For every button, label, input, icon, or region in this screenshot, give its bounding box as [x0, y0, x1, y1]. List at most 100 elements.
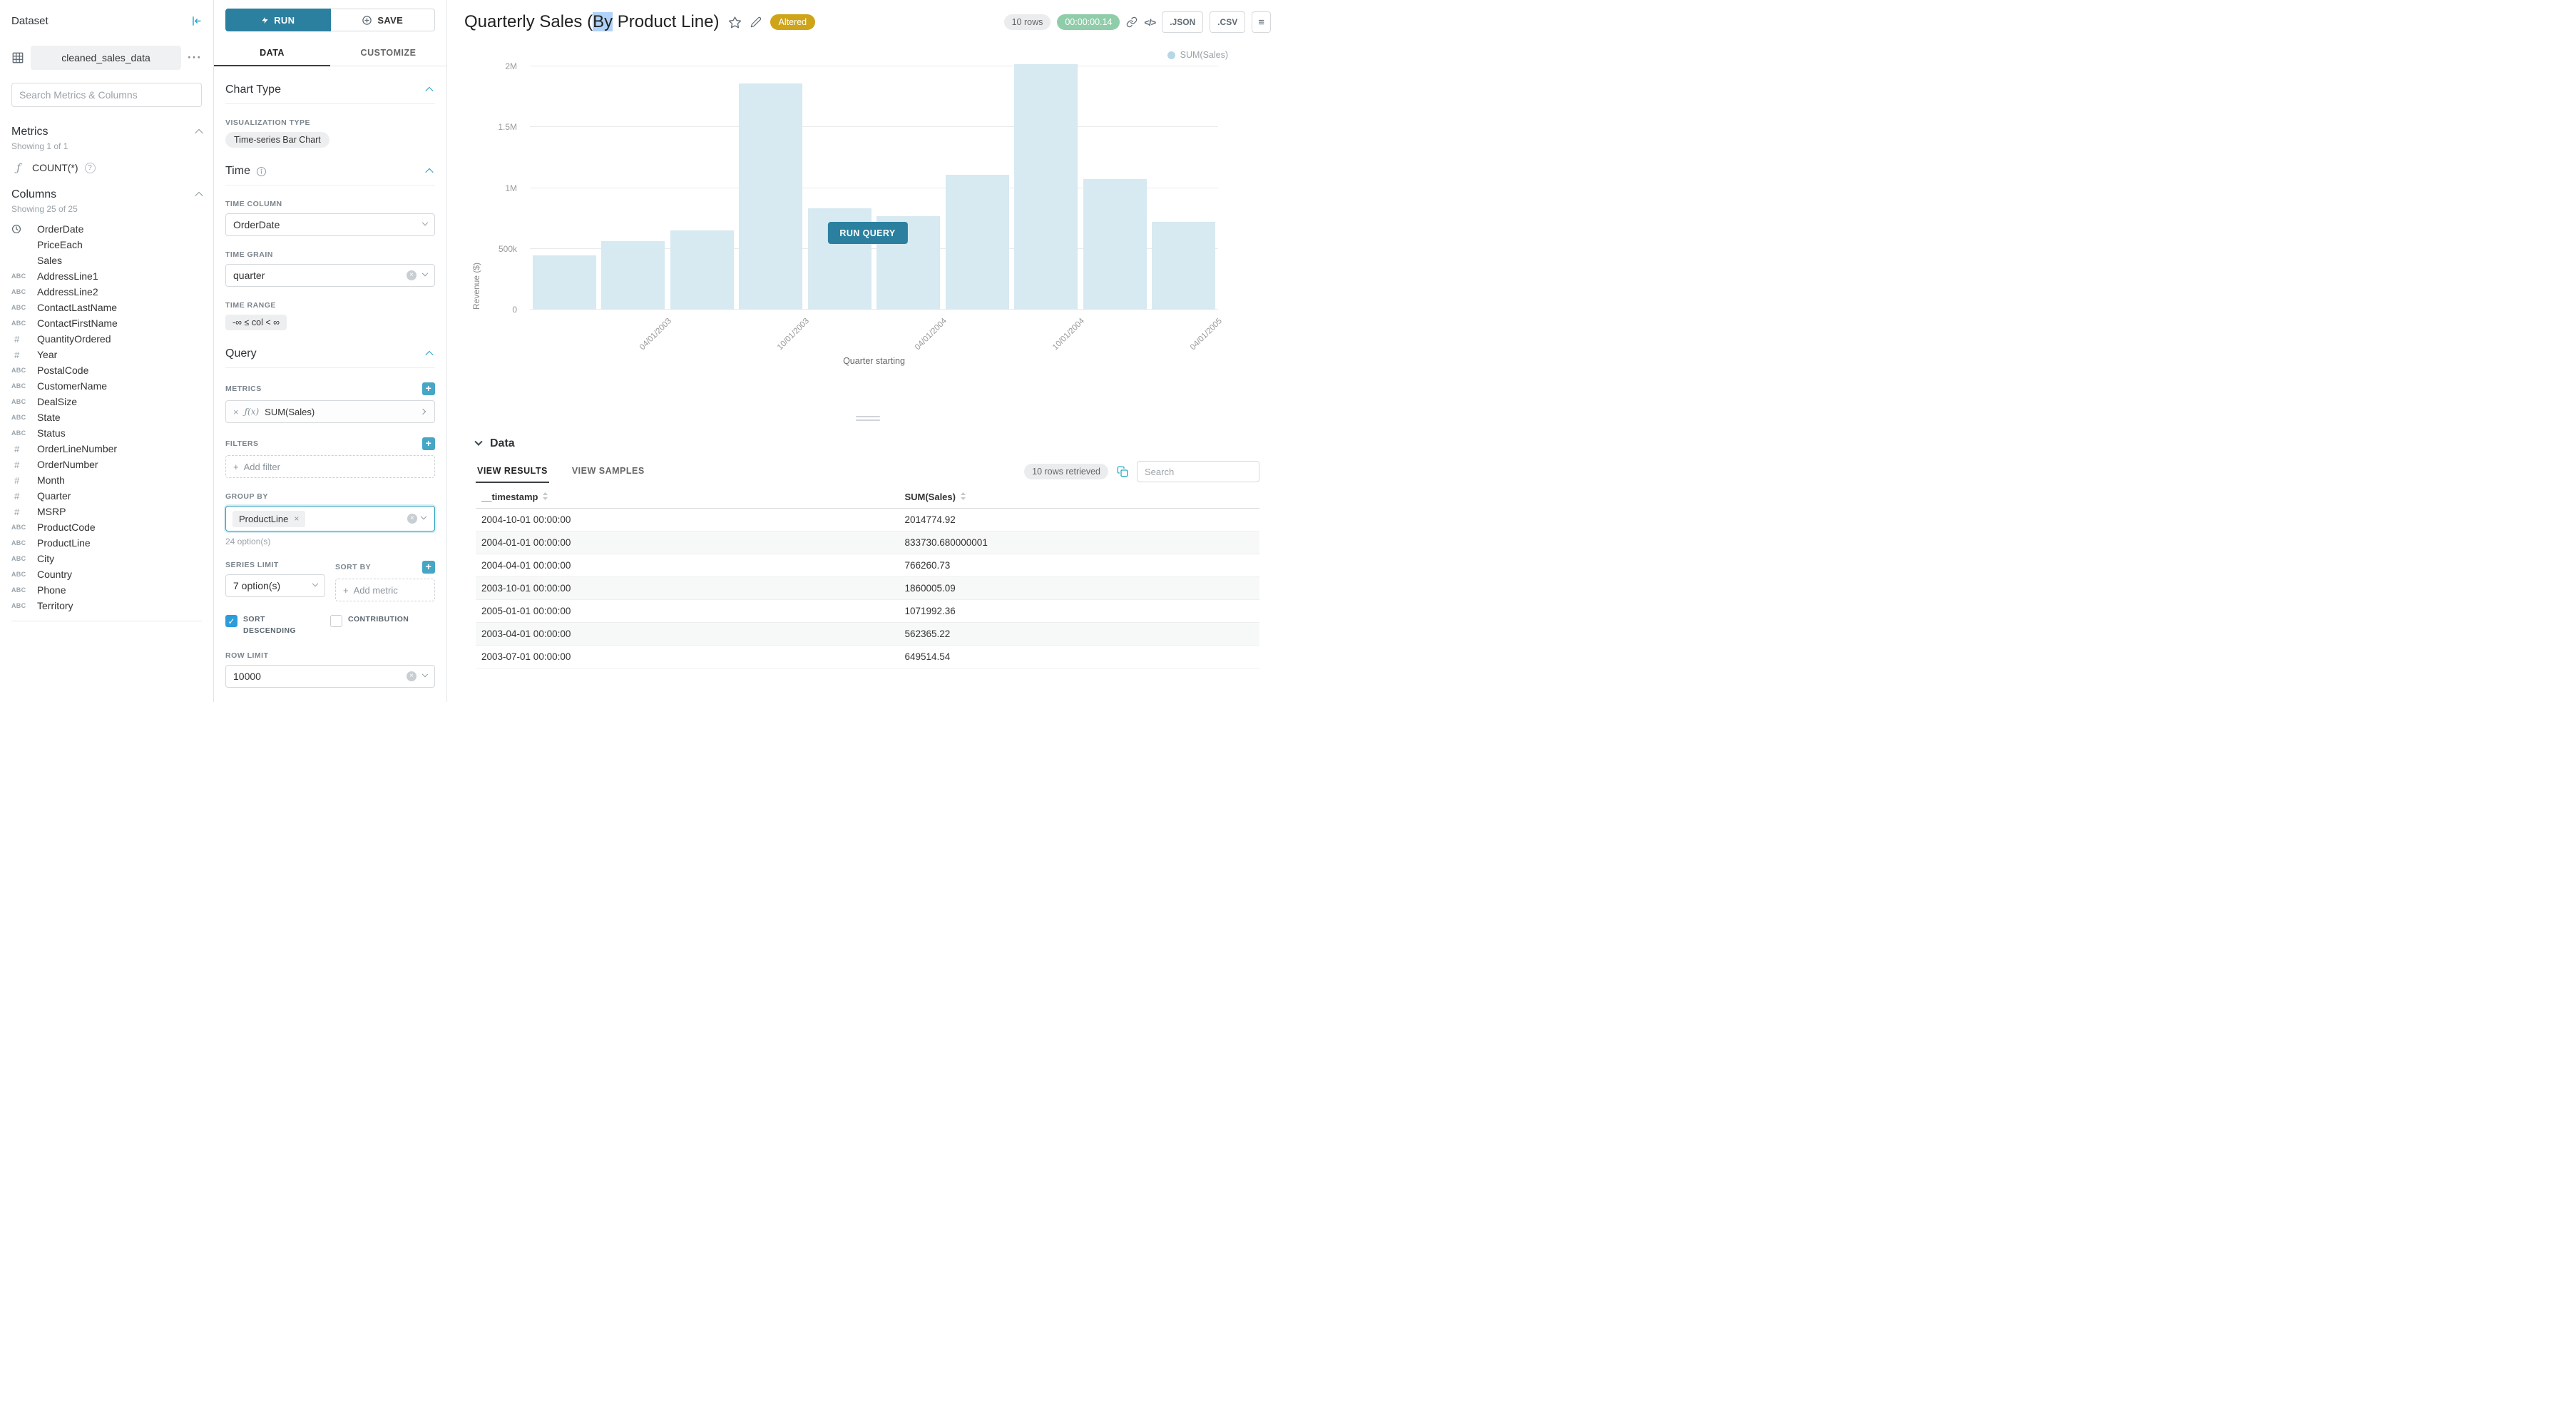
- tab-view-results[interactable]: VIEW RESULTS: [476, 460, 549, 483]
- column-item[interactable]: ABC ContactFirstName: [11, 315, 202, 331]
- chart-title[interactable]: Quarterly Sales (By Product Line): [464, 12, 720, 31]
- sort-descending-checkbox[interactable]: ✓ SORT DESCENDING: [225, 614, 330, 637]
- sort-by-add-metric[interactable]: + Add metric: [335, 579, 435, 601]
- time-section-header[interactable]: Time: [225, 165, 435, 185]
- columns-section-header[interactable]: Columns: [11, 188, 203, 201]
- columns-list: OrderDate PriceEach Sales ABC AddressLine1 AB…: [11, 221, 202, 621]
- tab-customize[interactable]: CUSTOMIZE: [360, 48, 416, 58]
- column-item[interactable]: PriceEach: [11, 237, 202, 253]
- altered-badge[interactable]: Altered: [770, 14, 816, 30]
- checkbox-unchecked-icon: [330, 615, 342, 627]
- row-count-badge: 10 rows: [1003, 14, 1051, 30]
- dataset-more-icon[interactable]: ···: [188, 51, 202, 64]
- time-section-title: Time: [225, 165, 250, 177]
- column-label: ProductCode: [37, 522, 96, 533]
- help-icon[interactable]: ?: [84, 162, 96, 173]
- metrics-columns-search-input[interactable]: [11, 83, 202, 107]
- column-item[interactable]: ABC CustomerName: [11, 378, 202, 394]
- contribution-checkbox[interactable]: CONTRIBUTION: [330, 614, 435, 637]
- plus-icon: +: [233, 461, 239, 472]
- column-label: PriceEach: [37, 239, 83, 250]
- column-label: ContactLastName: [37, 302, 118, 313]
- copy-icon[interactable]: [1117, 461, 1128, 482]
- add-metric-label: Add metric: [353, 584, 398, 596]
- row-limit-select[interactable]: 10000 ×: [225, 664, 435, 688]
- column-header-sum-sales[interactable]: SUM(Sales): [899, 486, 1259, 509]
- column-item[interactable]: # QuantityOrdered: [11, 331, 202, 347]
- share-link-icon[interactable]: [1126, 11, 1138, 33]
- tab-data[interactable]: DATA: [214, 41, 330, 66]
- series-limit-select[interactable]: 7 option(s): [225, 574, 325, 597]
- bar: [532, 255, 596, 310]
- columns-section-title: Columns: [11, 188, 57, 200]
- group-by-tag[interactable]: ProductLine ×: [232, 510, 306, 527]
- column-item[interactable]: ABC ContactLastName: [11, 300, 202, 315]
- column-item[interactable]: # OrderNumber: [11, 457, 202, 472]
- column-item[interactable]: ABC Status: [11, 425, 202, 441]
- add-metric-plus-button[interactable]: +: [422, 382, 435, 395]
- text-type-icon: ABC: [11, 571, 26, 578]
- column-item[interactable]: ABC City: [11, 551, 202, 566]
- column-item[interactable]: # MSRP: [11, 504, 202, 519]
- column-item[interactable]: OrderDate: [11, 221, 202, 237]
- column-item[interactable]: # Quarter: [11, 488, 202, 504]
- save-button[interactable]: SAVE: [330, 9, 435, 31]
- column-item[interactable]: # OrderLineNumber: [11, 441, 202, 457]
- clear-icon[interactable]: ×: [407, 270, 416, 280]
- time-grain-select[interactable]: quarter ×: [225, 264, 435, 287]
- text-type-icon: ABC: [11, 382, 26, 390]
- results-search-input[interactable]: [1137, 461, 1259, 482]
- plus-circle-icon: [362, 15, 372, 25]
- export-json-button[interactable]: .JSON: [1162, 11, 1204, 33]
- column-item[interactable]: ABC AddressLine2: [11, 284, 202, 300]
- run-query-button[interactable]: RUN QUERY: [827, 222, 908, 244]
- column-item[interactable]: ABC ProductCode: [11, 519, 202, 535]
- metric-item[interactable]: ƒ COUNT(*) ?: [11, 158, 202, 177]
- column-item[interactable]: ABC Country: [11, 566, 202, 582]
- clear-icon[interactable]: ×: [407, 514, 417, 524]
- data-panel-header[interactable]: Data: [474, 426, 1259, 460]
- metrics-section-header[interactable]: Metrics: [11, 126, 203, 138]
- resize-handle[interactable]: [852, 414, 884, 423]
- selected-text: By: [593, 12, 613, 31]
- clear-icon[interactable]: ×: [407, 671, 416, 681]
- query-section-header[interactable]: Query: [225, 347, 435, 368]
- favorite-star-icon[interactable]: [728, 11, 742, 33]
- chevron-down-icon: [421, 671, 429, 677]
- column-item[interactable]: Sales: [11, 253, 202, 268]
- tab-view-samples[interactable]: VIEW SAMPLES: [571, 466, 645, 476]
- column-header-timestamp[interactable]: __timestamp: [476, 486, 899, 509]
- column-item[interactable]: ABC Territory: [11, 598, 202, 614]
- view-query-icon[interactable]: </>: [1144, 16, 1156, 28]
- edit-title-icon[interactable]: [750, 11, 762, 33]
- add-filter-plus-button[interactable]: +: [422, 437, 435, 450]
- remove-tag-icon[interactable]: ×: [294, 514, 300, 524]
- group-by-select[interactable]: ProductLine × ×: [225, 506, 435, 531]
- column-item[interactable]: # Month: [11, 472, 202, 488]
- dataset-name[interactable]: cleaned_sales_data: [31, 46, 182, 70]
- chevron-right-icon[interactable]: [419, 408, 426, 415]
- column-item[interactable]: ABC PostalCode: [11, 362, 202, 378]
- column-item[interactable]: ABC DealSize: [11, 394, 202, 410]
- column-item[interactable]: ABC State: [11, 410, 202, 425]
- time-column-select[interactable]: OrderDate: [225, 213, 435, 236]
- column-item[interactable]: ABC Phone: [11, 582, 202, 598]
- collapse-panel-icon[interactable]: [190, 10, 202, 31]
- remove-metric-icon[interactable]: ×: [233, 406, 239, 417]
- column-item[interactable]: # Year: [11, 347, 202, 362]
- results-tbody: 2004-10-01 00:00:00 2014774.92 2004-01-01 …: [476, 508, 1259, 668]
- run-button[interactable]: RUN: [225, 9, 331, 31]
- add-filter-dropzone[interactable]: + Add filter: [225, 455, 435, 478]
- viz-type-pill[interactable]: Time-series Bar Chart: [225, 132, 329, 148]
- metric-pill[interactable]: × ƒ(x) SUM(Sales): [225, 400, 435, 423]
- export-csv-button[interactable]: .CSV: [1210, 11, 1246, 33]
- plot-area: [530, 64, 1218, 310]
- menu-button[interactable]: ≡: [1252, 11, 1271, 33]
- table-row: 2004-10-01 00:00:00 2014774.92: [476, 508, 1259, 531]
- add-sort-metric-plus-button[interactable]: +: [422, 561, 435, 574]
- chart-type-section-header[interactable]: Chart Type: [225, 83, 435, 104]
- column-item[interactable]: ABC ProductLine: [11, 535, 202, 551]
- chart-legend[interactable]: SUM(Sales): [1167, 50, 1228, 60]
- time-range-pill[interactable]: -∞ ≤ col < ∞: [225, 315, 287, 330]
- column-item[interactable]: ABC AddressLine1: [11, 268, 202, 284]
